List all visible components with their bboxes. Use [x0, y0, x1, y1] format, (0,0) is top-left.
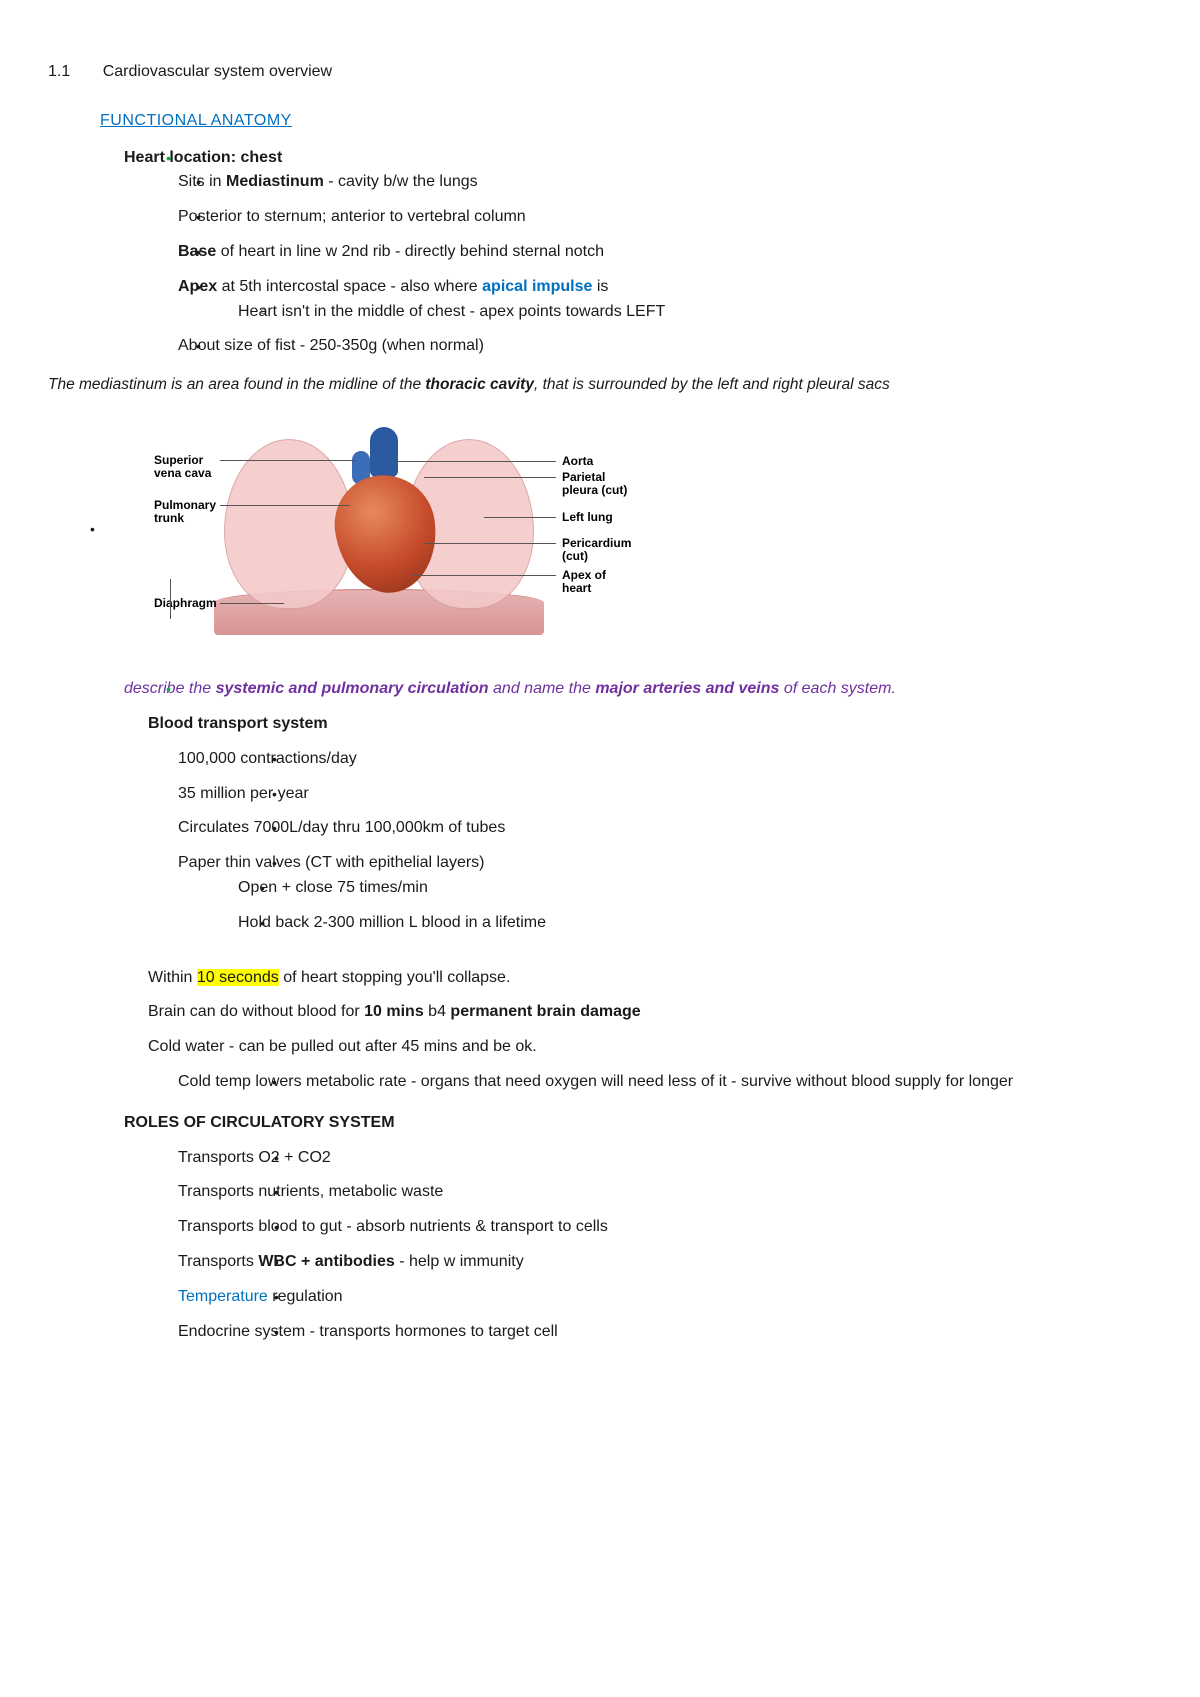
heart-loc-item: About size of fist - 250-350g (when norm…	[178, 334, 1152, 359]
blood-transport-heading: Blood transport system	[148, 712, 1152, 737]
leader-line	[412, 575, 556, 576]
leader-line	[220, 460, 356, 461]
heart-loc-item: Sits in Mediastinum - cavity b/w the lun…	[178, 170, 1152, 195]
role-item: Temperature regulation	[178, 1285, 1152, 1310]
heart-location-title: Heart location: chest Sits in Mediastinu…	[124, 146, 1152, 360]
figure-label-right: Aorta	[562, 455, 593, 468]
heart-loc-subitem: Heart isn't in the middle of chest - ape…	[238, 300, 1152, 325]
collapse-line: Within 10 seconds of heart stopping you'…	[148, 966, 1152, 991]
leader-line	[424, 543, 556, 544]
cold-water-line: Cold water - can be pulled out after 45 …	[148, 1035, 1152, 1060]
role-item: Transports blood to gut - absorb nutrien…	[178, 1215, 1152, 1240]
figure-label-right: Parietal pleura (cut)	[562, 471, 627, 497]
heart-loc-item: Apex at 5th intercostal space - also whe…	[178, 275, 1152, 325]
figure-label-left: Diaphragm	[154, 597, 226, 610]
heart-loc-item: Posterior to sternum; anterior to verteb…	[178, 205, 1152, 230]
leader-line	[484, 517, 556, 518]
cold-water-bullet: Cold temp lowers metabolic rate - organs…	[178, 1070, 1152, 1095]
role-item: Transports O2 + CO2	[178, 1146, 1152, 1171]
figure-label-right: Pericardium (cut)	[562, 537, 631, 563]
figure-label-left: Pulmonary trunk	[154, 499, 226, 525]
subheading-functional-anatomy: FUNCTIONAL ANATOMY	[100, 109, 292, 134]
roles-heading: ROLES OF CIRCULATORY SYSTEM	[124, 1111, 1152, 1136]
leader-line	[424, 477, 556, 478]
leader-line	[220, 603, 284, 604]
role-item: Transports nutrients, metabolic waste	[178, 1180, 1152, 1205]
section-heading: 1.1 Cardiovascular system overview	[48, 60, 1152, 85]
section-number: 1.1	[48, 60, 70, 85]
brain-damage-line: Brain can do without blood for 10 mins b…	[148, 1000, 1152, 1025]
blood-transport-item: 100,000 contractions/day	[178, 747, 1152, 772]
figure-label-left: Superior vena cava	[154, 454, 226, 480]
objective-line: describe the systemic and pulmonary circ…	[124, 677, 1152, 702]
diaphragm-bracket	[170, 579, 171, 619]
figure-label-right: Apex of heart	[562, 569, 606, 595]
section-title: Cardiovascular system overview	[103, 63, 332, 80]
figure-label-right: Left lung	[562, 511, 613, 524]
heart-anatomy-figure: Superior vena cava Pulmonary trunk Diaphra…	[124, 409, 654, 659]
role-item: Endocrine system - transports hormones t…	[178, 1320, 1152, 1345]
blood-transport-item: Circulates 7000L/day thru 100,000km of t…	[178, 816, 1152, 841]
valve-subitem: Open + close 75 times/min	[238, 876, 1152, 901]
role-item: Transports WBC + antibodies - help w imm…	[178, 1250, 1152, 1275]
aorta-shape	[370, 427, 398, 477]
leader-line	[396, 461, 556, 462]
mediastinum-note: The mediastinum is an area found in the …	[48, 373, 1152, 397]
valve-subitem: Hold back 2-300 million L blood in a lif…	[238, 911, 1152, 936]
leader-line	[220, 505, 350, 506]
heart-loc-item: Base of heart in line w 2nd rib - direct…	[178, 240, 1152, 265]
blood-transport-item: 35 million per year	[178, 782, 1152, 807]
blood-transport-item: Paper thin valves (CT with epithelial la…	[178, 851, 1152, 935]
